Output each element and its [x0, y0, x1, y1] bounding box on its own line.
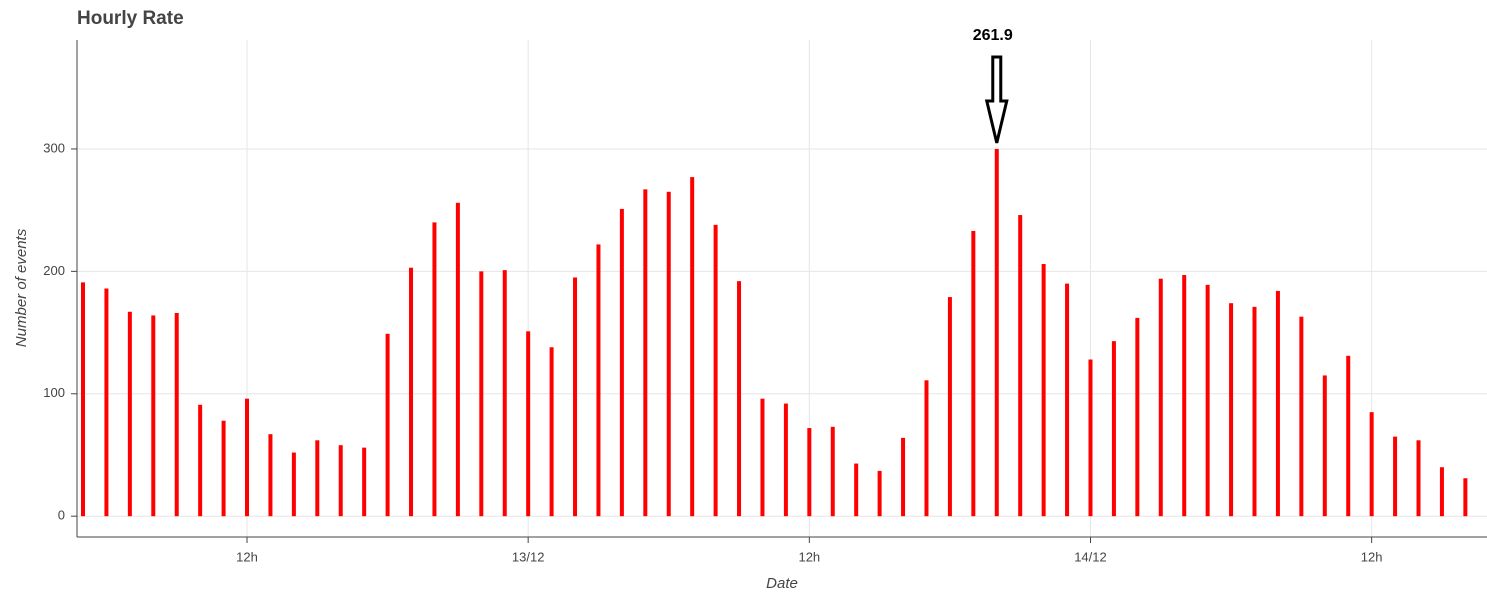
bar — [221, 420, 226, 517]
bar — [760, 398, 765, 517]
bar — [1252, 306, 1257, 517]
bar — [409, 267, 414, 517]
bar — [1135, 317, 1140, 517]
bar — [1463, 478, 1468, 517]
bar — [1041, 264, 1046, 517]
bar — [573, 277, 578, 517]
annotation-text: 261.9 — [973, 27, 1013, 44]
bar — [737, 281, 742, 517]
bar — [947, 297, 952, 517]
bar — [643, 189, 648, 517]
bar — [994, 148, 999, 517]
bar — [479, 271, 484, 517]
bar — [1393, 436, 1398, 517]
y-axis-label: Number of events — [13, 228, 30, 347]
bar — [502, 270, 507, 517]
bar — [666, 191, 671, 517]
bar — [1205, 284, 1210, 517]
bar — [1158, 278, 1163, 517]
bar — [924, 380, 929, 517]
bar — [830, 426, 835, 517]
annotation-arrow — [984, 55, 1009, 144]
bar — [1088, 359, 1093, 517]
bar — [1065, 283, 1070, 517]
bar — [315, 440, 320, 517]
bar — [713, 224, 718, 517]
bar — [783, 403, 788, 517]
bar — [807, 428, 812, 517]
y-tick-label: 300 — [43, 140, 65, 155]
x-tick-label: 12h — [236, 549, 258, 564]
y-tick-label: 100 — [43, 385, 65, 400]
bar — [1369, 412, 1374, 517]
bar — [455, 202, 460, 517]
bar — [971, 230, 976, 517]
bar — [198, 404, 203, 517]
bar — [268, 434, 273, 517]
bar — [690, 177, 695, 517]
bar — [151, 315, 156, 517]
bar — [1346, 355, 1351, 517]
bar — [596, 244, 601, 517]
bar — [1182, 275, 1187, 517]
bar — [104, 288, 109, 517]
y-tick-label: 0 — [58, 508, 65, 523]
x-axis-label: Date — [766, 575, 798, 592]
bar — [245, 398, 250, 517]
x-tick-label: 13/12 — [512, 549, 545, 564]
bar — [362, 447, 367, 517]
x-tick-label: 12h — [1361, 549, 1383, 564]
bar — [1439, 467, 1444, 517]
bar — [901, 437, 906, 517]
bar — [1275, 290, 1280, 517]
bar — [549, 347, 554, 517]
bar — [1416, 440, 1421, 517]
bar — [1229, 303, 1234, 517]
bar — [526, 331, 531, 517]
bar — [1018, 215, 1023, 517]
bar — [1322, 375, 1327, 517]
bar — [619, 208, 624, 517]
bar — [854, 463, 859, 517]
bar — [877, 470, 882, 517]
bar — [1299, 316, 1304, 517]
y-tick-label: 200 — [43, 263, 65, 278]
bar — [174, 312, 179, 517]
bar — [81, 282, 85, 517]
bar — [338, 445, 343, 517]
chart-title: Hourly Rate — [77, 8, 184, 29]
bar — [291, 452, 296, 517]
x-tick-label: 14/12 — [1074, 549, 1107, 564]
bar — [385, 333, 390, 517]
x-tick-label: 12h — [798, 549, 820, 564]
bar — [432, 222, 437, 517]
bar — [1111, 341, 1116, 517]
bar — [127, 311, 132, 517]
